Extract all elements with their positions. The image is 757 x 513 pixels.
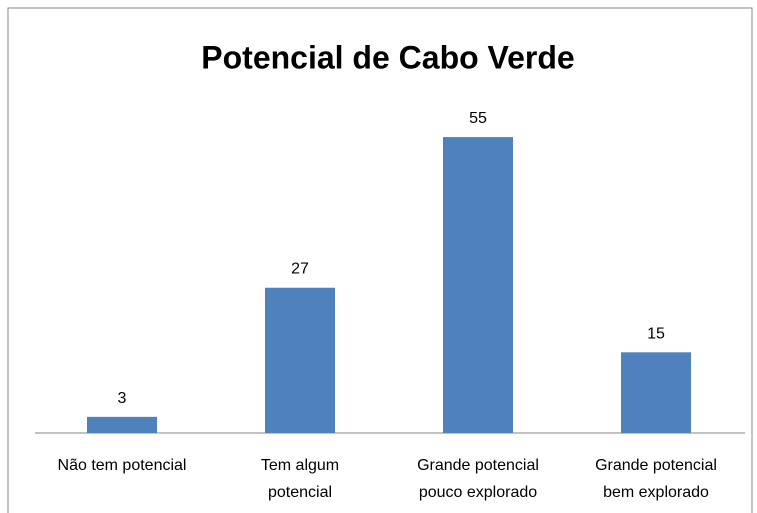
x-tick-label: Grande potencial bem explorado xyxy=(595,457,717,501)
value-label: 15 xyxy=(647,325,665,342)
chart-frame xyxy=(7,7,753,513)
bar xyxy=(265,287,335,433)
x-tick-label: Tem algum potencial xyxy=(260,457,340,501)
x-tick-label: Não tem potencial xyxy=(57,457,187,474)
x-tick-label: Grande potencial pouco explorado xyxy=(417,457,539,501)
value-label: 27 xyxy=(291,261,309,278)
bar xyxy=(621,352,691,433)
value-label: 3 xyxy=(118,390,127,407)
bar xyxy=(443,137,513,433)
value-label: 55 xyxy=(469,110,487,127)
chart-title: Potencial de Cabo Verde xyxy=(201,39,574,75)
bar xyxy=(87,416,157,433)
